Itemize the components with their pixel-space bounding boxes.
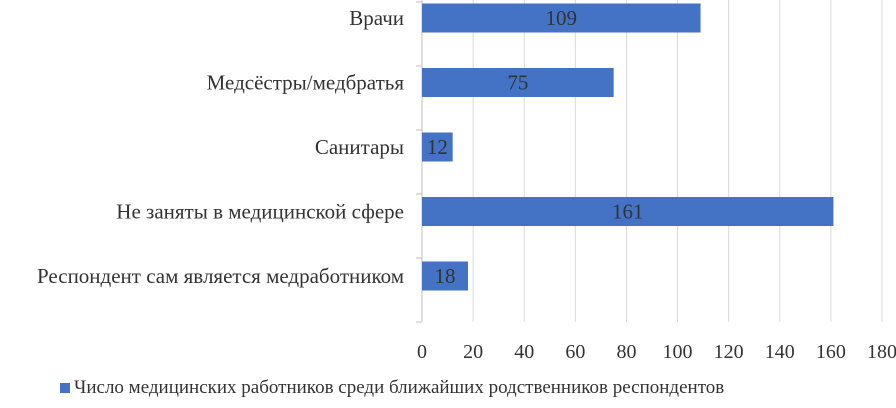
- bar-4: [422, 261, 468, 291]
- legend-swatch: [60, 383, 70, 393]
- category-label-2: Санитары: [315, 135, 404, 159]
- x-tick-label-5: 100: [663, 341, 693, 363]
- category-label-0: Врачи: [349, 6, 404, 30]
- x-tick-label-0: 0: [417, 341, 427, 363]
- bars: 109 75 12 161 18: [422, 3, 834, 291]
- x-tick-label-8: 160: [816, 341, 846, 363]
- bar-0: [422, 3, 701, 33]
- category-label-4: Респондент сам является медработником: [37, 264, 404, 288]
- x-tick-label-7: 140: [765, 341, 795, 363]
- legend: Число медицинских работников среди ближа…: [60, 377, 724, 398]
- gridlines: [416, 0, 883, 323]
- category-label-3: Не заняты в медицинской сфере: [116, 200, 404, 224]
- category-label-1: Медсёстры/медбратья: [207, 71, 405, 95]
- x-tick-label-9: 180: [867, 341, 896, 363]
- bar-2: [422, 132, 453, 162]
- x-tick-label-3: 60: [565, 341, 585, 363]
- x-axis-tick-labels: 0 20 40 60 80 100 120 140 160 180: [417, 341, 896, 363]
- bar-3: [422, 197, 834, 226]
- bar-1: [422, 68, 614, 97]
- x-tick-label-2: 40: [514, 341, 534, 363]
- data-label-1: 75: [507, 71, 528, 95]
- data-label-3: 161: [612, 200, 644, 224]
- x-tick-label-6: 120: [714, 341, 744, 363]
- legend-label: Число медицинских работников среди ближа…: [74, 377, 724, 398]
- x-tick-label-1: 20: [463, 341, 483, 363]
- data-label-2: 12: [427, 135, 448, 159]
- x-tick-label-4: 80: [616, 341, 636, 363]
- category-labels: Врачи Медсёстры/медбратья Санитары Не занят…: [37, 6, 404, 288]
- data-label-4: 18: [435, 264, 456, 288]
- data-label-0: 109: [546, 6, 578, 30]
